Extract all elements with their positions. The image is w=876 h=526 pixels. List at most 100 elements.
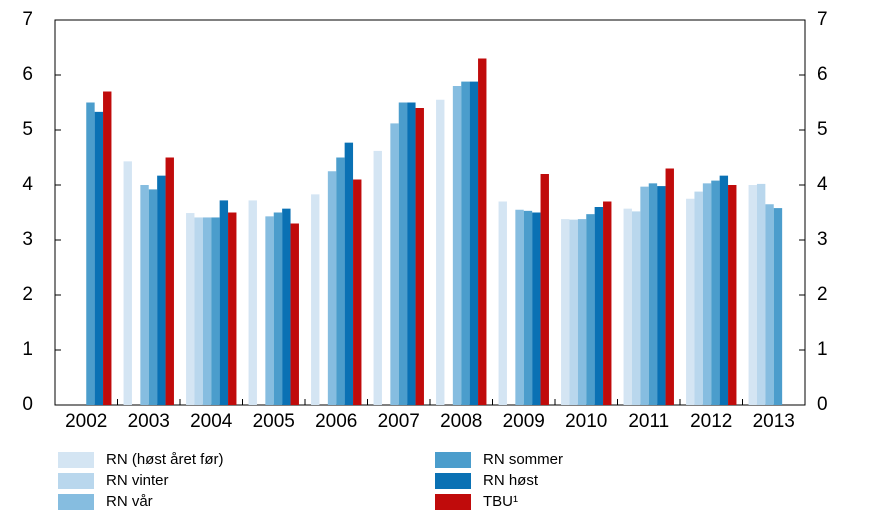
bar xyxy=(765,204,774,405)
bar xyxy=(194,217,203,405)
bar xyxy=(157,175,166,405)
bar xyxy=(148,189,158,405)
bar xyxy=(407,102,416,405)
bar xyxy=(648,183,658,405)
bar xyxy=(523,210,533,405)
bar xyxy=(86,102,95,405)
y2-tick-label: 6 xyxy=(817,64,828,85)
x-tick-label: 2010 xyxy=(565,411,607,432)
bar xyxy=(436,99,445,405)
bar xyxy=(186,213,195,405)
bar xyxy=(498,201,507,405)
y-tick-label: 2 xyxy=(22,284,33,305)
bar xyxy=(344,142,354,405)
bar xyxy=(311,194,320,405)
bar xyxy=(748,185,757,405)
bar xyxy=(719,175,729,405)
y2-tick-label: 1 xyxy=(817,339,828,360)
y-tick-label: 0 xyxy=(22,394,33,415)
y-tick-label: 6 xyxy=(22,64,33,85)
y2-tick-label: 7 xyxy=(817,9,828,30)
bar xyxy=(728,185,737,405)
y-tick-label: 1 xyxy=(22,339,33,360)
x-tick-label: 2009 xyxy=(503,411,545,432)
legend-swatch xyxy=(435,473,471,489)
y2-tick-label: 5 xyxy=(817,119,828,140)
bar xyxy=(336,157,345,405)
x-tick-label: 2011 xyxy=(628,411,669,432)
x-tick-label: 2012 xyxy=(690,411,732,432)
bar xyxy=(327,171,337,405)
x-tick-label: 2002 xyxy=(65,411,107,432)
bar xyxy=(165,157,174,405)
bar xyxy=(540,174,549,405)
y-tick-label: 4 xyxy=(22,174,33,195)
x-tick-label: 2005 xyxy=(253,411,295,432)
y2-tick-label: 2 xyxy=(817,284,828,305)
bar xyxy=(415,108,424,405)
y2-tick-label: 3 xyxy=(817,229,828,250)
y2-tick-label: 4 xyxy=(817,174,828,195)
x-tick-label: 2008 xyxy=(440,411,482,432)
bar xyxy=(603,201,612,405)
bar xyxy=(586,214,595,405)
bar xyxy=(694,191,703,405)
bar xyxy=(569,219,578,405)
bar xyxy=(665,168,674,405)
bar xyxy=(623,208,632,405)
y-tick-label: 5 xyxy=(22,119,33,140)
legend-label: RN vinter xyxy=(106,472,169,489)
bar xyxy=(202,217,212,405)
legend-swatch xyxy=(435,452,471,468)
bar xyxy=(282,208,291,405)
bar xyxy=(373,150,382,405)
bar xyxy=(398,102,408,405)
bar xyxy=(123,161,132,405)
legend-label: RN vår xyxy=(106,493,153,510)
bar xyxy=(631,211,641,405)
bar xyxy=(711,180,720,405)
y-tick-label: 7 xyxy=(22,9,33,30)
bar xyxy=(461,81,470,405)
bar xyxy=(594,207,604,405)
bar xyxy=(219,200,229,405)
bar xyxy=(228,212,237,405)
bar xyxy=(469,81,479,405)
bar xyxy=(640,186,649,405)
x-tick-label: 2003 xyxy=(128,411,170,432)
bar xyxy=(273,212,283,405)
bar xyxy=(561,219,570,405)
bar xyxy=(103,91,112,405)
legend-swatch xyxy=(58,452,94,468)
legend-label: RN høst xyxy=(483,472,539,489)
bar xyxy=(452,86,462,405)
x-tick-label: 2004 xyxy=(190,411,233,432)
bar xyxy=(211,217,220,405)
y2-tick-label: 0 xyxy=(817,394,828,415)
legend-swatch xyxy=(435,494,471,510)
x-tick-label: 2006 xyxy=(315,411,357,432)
bar xyxy=(140,185,149,405)
x-tick-label: 2007 xyxy=(378,411,420,432)
bar xyxy=(478,58,487,405)
bar xyxy=(702,183,712,405)
bar xyxy=(248,200,257,405)
bar xyxy=(515,209,524,405)
bar xyxy=(756,183,766,405)
legend-swatch xyxy=(58,494,94,510)
y-tick-label: 3 xyxy=(22,229,33,250)
bar xyxy=(265,216,274,405)
legend-label: RN sommer xyxy=(483,451,563,468)
bar xyxy=(657,186,666,405)
legend-label: TBU¹ xyxy=(483,493,518,510)
bar xyxy=(353,179,362,405)
bar xyxy=(290,223,299,405)
legend-label: RN (høst året før) xyxy=(106,451,224,468)
legend-swatch xyxy=(58,473,94,489)
bar xyxy=(390,123,399,406)
bar xyxy=(94,111,104,405)
bar xyxy=(577,219,587,405)
bar xyxy=(773,208,783,405)
bar xyxy=(686,198,695,405)
